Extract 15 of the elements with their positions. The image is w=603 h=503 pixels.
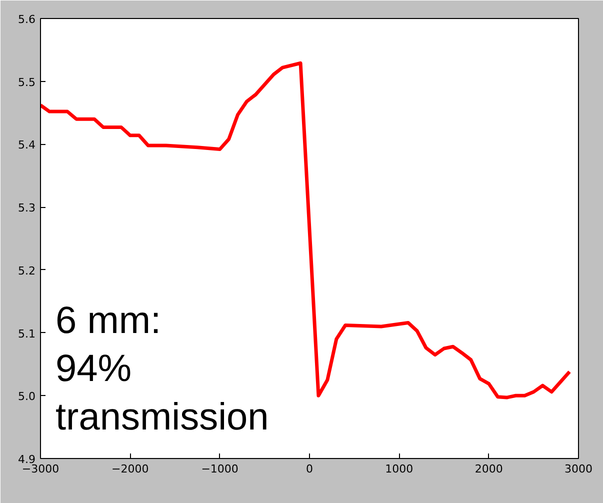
y-tick-label: 5.1 [18,327,36,340]
y-tick-label: 5.4 [18,138,36,152]
x-tick-label: 3000 [564,462,593,476]
y-tick-label: 5.6 [18,13,36,26]
x-tick-label: −2000 [112,462,149,476]
x-tick-label: 0 [306,462,313,476]
y-tick-label: 5.2 [18,264,36,278]
y-tick-label: 5.0 [18,390,36,404]
line-series [40,61,572,400]
y-tick-label: 5.5 [18,76,36,89]
x-tick-label: −1000 [201,462,238,476]
x-tick-label: 1000 [385,462,414,476]
annotation: 6 mm: 94% transmission [56,300,269,438]
x-tick-label: 2000 [474,462,503,476]
y-tick-label: 5.3 [18,202,36,215]
